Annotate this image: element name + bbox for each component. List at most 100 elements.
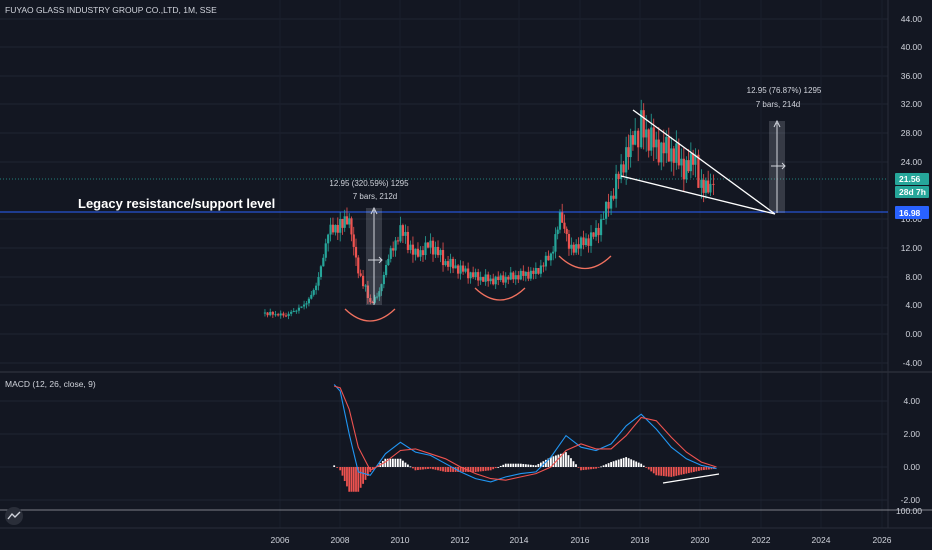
- candle-body: [594, 227, 598, 237]
- macd-histogram-bar: [672, 467, 675, 477]
- macd-histogram-bar: [662, 467, 665, 477]
- macd-histogram-bar: [610, 462, 612, 467]
- candle-body: [322, 257, 325, 267]
- macd-histogram-bar: [605, 464, 607, 467]
- candle-body: [396, 240, 400, 242]
- macd-histogram-bar: [587, 467, 590, 470]
- macd-histogram-bar: [590, 467, 592, 470]
- candle-body: [409, 244, 412, 250]
- candle-body: [549, 253, 552, 261]
- macd-histogram: [333, 452, 715, 492]
- macd-histogram-bar: [632, 460, 635, 467]
- candle-body: [439, 250, 442, 256]
- macd-histogram-bar: [517, 463, 520, 467]
- candle-body: [692, 153, 695, 165]
- macd-histogram-bar: [487, 467, 490, 471]
- bottom-arc-2013: [474, 287, 526, 301]
- macd-histogram-bar: [429, 467, 432, 469]
- candle-body: [592, 232, 595, 237]
- macd-histogram-bar: [655, 467, 658, 476]
- candle-body: [570, 244, 573, 249]
- macd-histogram-bar: [422, 467, 424, 470]
- macd-histogram-bar: [602, 465, 605, 467]
- candle-body: [689, 153, 692, 172]
- candle-body: [279, 313, 282, 316]
- macd-histogram-bar: [657, 467, 660, 476]
- macd-axis[interactable]: 4.00 2.00 0.00 -2.00 100.00: [896, 396, 922, 516]
- candle-body: [554, 234, 557, 252]
- candle-body: [336, 224, 339, 233]
- candle-body: [419, 250, 422, 257]
- candle-body: [354, 246, 358, 258]
- candle-body: [464, 268, 467, 272]
- candle-body: [707, 180, 710, 193]
- price-tick: 0.00: [905, 329, 922, 339]
- macd-histogram-bar: [625, 457, 628, 467]
- macd-histogram-bar: [565, 452, 567, 467]
- macd-histogram-bar: [472, 467, 475, 472]
- measure-left-line2: 7 bars, 212d: [353, 192, 397, 201]
- bottom-arc-2016: [558, 255, 612, 269]
- year-label: 2012: [451, 535, 470, 545]
- candle-body: [625, 147, 628, 173]
- macd-histogram-bar: [529, 464, 532, 467]
- candle-body: [556, 229, 559, 235]
- macd-histogram-bar: [514, 463, 517, 467]
- candle-body: [685, 160, 688, 180]
- wedge-upper-trendline[interactable]: [632, 109, 776, 215]
- macd-histogram-bar: [630, 459, 633, 467]
- time-axis[interactable]: 2006 2008 2010 2012 2014 2016 2018 2020 …: [271, 535, 892, 545]
- candle-body: [357, 257, 360, 274]
- macd-histogram-bar: [467, 467, 470, 472]
- candle-body: [645, 129, 648, 138]
- year-label: 2026: [873, 535, 892, 545]
- macd-histogram-bar: [341, 467, 344, 476]
- candle-body: [597, 227, 600, 236]
- measure-time-arrow-left: [368, 256, 383, 264]
- macd-title: MACD (12, 26, close, 9): [5, 379, 96, 389]
- candle-body: [329, 224, 332, 235]
- candle-body: [634, 130, 637, 145]
- measure-right-line2: 7 bars, 214d: [756, 100, 800, 109]
- macd-histogram-bar: [687, 467, 690, 474]
- macd-histogram-bar: [512, 463, 515, 467]
- last-price-badge: [895, 173, 929, 185]
- candle-body: [572, 244, 575, 253]
- macd-histogram-bar: [547, 458, 550, 467]
- price-tick: 4.00: [905, 300, 922, 310]
- macd-histogram-bar: [407, 464, 409, 467]
- candle-body: [371, 302, 374, 304]
- macd-divergence-line[interactable]: [662, 473, 720, 484]
- candle-body: [577, 244, 580, 249]
- last-price-label: 21.56: [899, 174, 921, 184]
- candle-body: [482, 276, 485, 282]
- macd-histogram-bar: [582, 467, 585, 471]
- candle-body: [295, 310, 298, 312]
- macd-histogram-bar: [532, 465, 535, 467]
- macd-histogram-bar: [622, 457, 625, 467]
- macd-histogram-bar: [550, 457, 552, 467]
- candle-body: [399, 225, 402, 242]
- lower-axis-label: 100.00: [896, 506, 922, 516]
- candle-body: [319, 266, 323, 277]
- candle-body: [434, 246, 437, 255]
- year-label: 2020: [691, 535, 710, 545]
- macd-histogram-bar: [560, 453, 562, 467]
- candle-body: [584, 238, 588, 246]
- candle-body: [677, 143, 680, 166]
- candle-body: [451, 258, 455, 269]
- candle-body: [271, 311, 274, 315]
- candle-body: [494, 276, 497, 285]
- candle-body: [401, 225, 405, 236]
- macd-histogram-bar: [580, 467, 582, 471]
- macd-histogram-bar: [357, 467, 360, 492]
- macd-histogram-bar: [570, 458, 572, 467]
- macd-histogram-bar: [362, 467, 364, 484]
- wedge-lower-trendline[interactable]: [620, 175, 776, 215]
- macd-histogram-bar: [710, 467, 713, 470]
- candle-body: [567, 233, 571, 249]
- candle-body: [334, 224, 337, 233]
- macd-histogram-bar: [492, 467, 495, 470]
